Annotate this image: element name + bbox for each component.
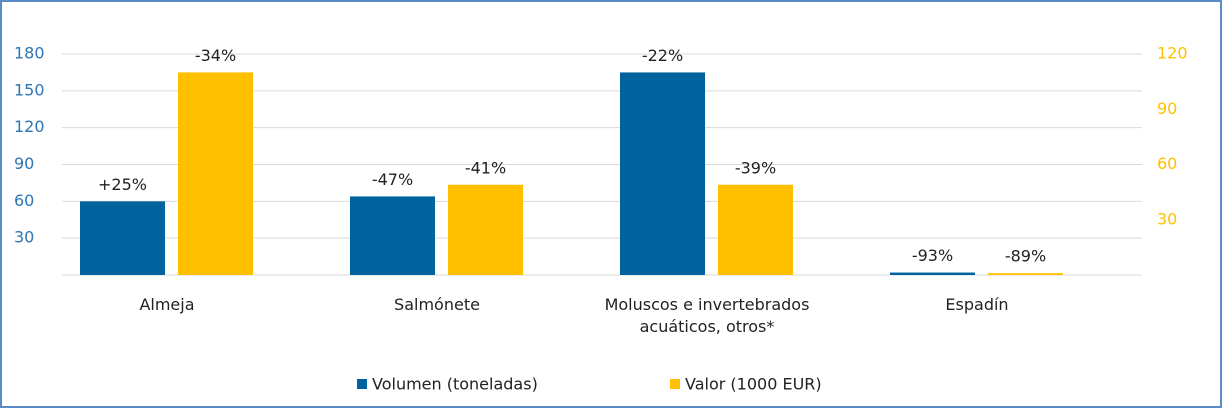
bar <box>988 273 1063 275</box>
bar <box>890 272 975 275</box>
bar <box>80 201 165 275</box>
data-label: -41% <box>465 158 506 177</box>
y-tick-label: 90 <box>14 154 34 173</box>
x-tick-label: Almeja <box>139 295 195 314</box>
data-label: -39% <box>735 158 776 177</box>
legend-swatch <box>670 379 680 389</box>
x-tick-label: Espadín <box>945 295 1009 314</box>
x-tick-label: Salmónete <box>394 295 480 314</box>
legend-label: Volumen (toneladas) <box>372 375 538 394</box>
legend-label: Valor (1000 EUR) <box>685 375 822 394</box>
bar <box>448 184 523 275</box>
data-label: +25% <box>98 175 147 194</box>
y2-tick-label: 60 <box>1157 154 1177 173</box>
y-tick-label: 60 <box>14 191 34 210</box>
y2-tick-label: 90 <box>1157 99 1177 118</box>
x-tick-label: Moluscos e invertebrados acuáticos, otro… <box>604 295 810 336</box>
y-tick-label: 120 <box>14 117 45 136</box>
bar <box>620 72 705 276</box>
y-tick-label: 150 <box>14 80 45 99</box>
data-label: -89% <box>1005 247 1046 266</box>
data-label: -47% <box>372 170 413 189</box>
bar <box>718 184 793 275</box>
data-label: -22% <box>642 46 683 65</box>
data-label: -34% <box>195 46 236 65</box>
y-tick-label: 180 <box>14 44 45 63</box>
bar <box>350 196 435 275</box>
y-tick-label: 30 <box>14 228 34 247</box>
y2-tick-label: 120 <box>1157 44 1188 63</box>
bar <box>178 72 253 276</box>
y2-tick-label: 30 <box>1157 209 1177 228</box>
legend-swatch <box>357 379 367 389</box>
data-label: -93% <box>912 246 953 265</box>
